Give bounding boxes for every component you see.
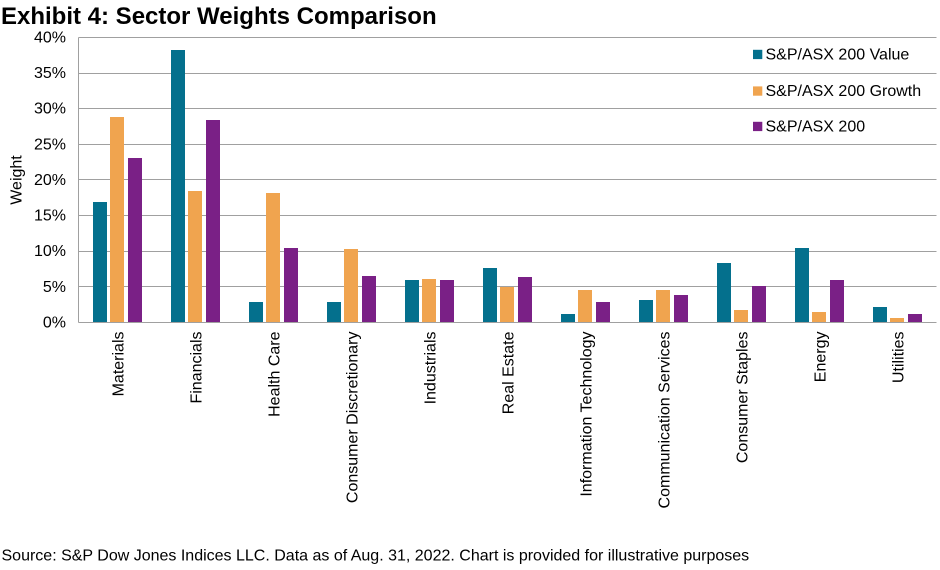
svg-text:Source: S&P Dow Jones Indices: Source: S&P Dow Jones Indices LLC. Data … [2,548,750,565]
svg-text:Industrials: Industrials [423,332,440,405]
svg-text:Materials: Materials [111,332,128,397]
svg-text:Communication Services: Communication Services [657,332,674,509]
svg-text:40%: 40% [34,30,66,47]
svg-text:S&P/ASX 200 Growth: S&P/ASX 200 Growth [766,83,922,100]
svg-text:Weight: Weight [9,155,26,205]
svg-text:Financials: Financials [189,332,206,404]
svg-text:Energy: Energy [813,332,830,383]
svg-text:Exhibit 4: Sector Weights Comp: Exhibit 4: Sector Weights Comparison [1,3,437,30]
svg-text:S&P/ASX 200 Value: S&P/ASX 200 Value [766,46,910,63]
svg-text:Consumer Discretionary: Consumer Discretionary [345,332,362,504]
svg-text:10%: 10% [34,243,66,260]
svg-text:15%: 15% [34,208,66,225]
svg-text:Utilities: Utilities [891,332,908,384]
svg-text:Consumer Staples: Consumer Staples [735,332,752,464]
svg-text:Real Estate: Real Estate [501,331,518,414]
svg-text:S&P/ASX 200: S&P/ASX 200 [766,118,866,135]
svg-text:30%: 30% [34,101,66,118]
svg-text:25%: 25% [34,136,66,153]
svg-text:5%: 5% [43,279,66,296]
svg-text:35%: 35% [34,65,66,82]
svg-text:Health Care: Health Care [267,331,284,416]
svg-text:20%: 20% [34,172,66,189]
svg-text:0%: 0% [43,314,66,331]
svg-text:Information Technology: Information Technology [579,332,596,497]
